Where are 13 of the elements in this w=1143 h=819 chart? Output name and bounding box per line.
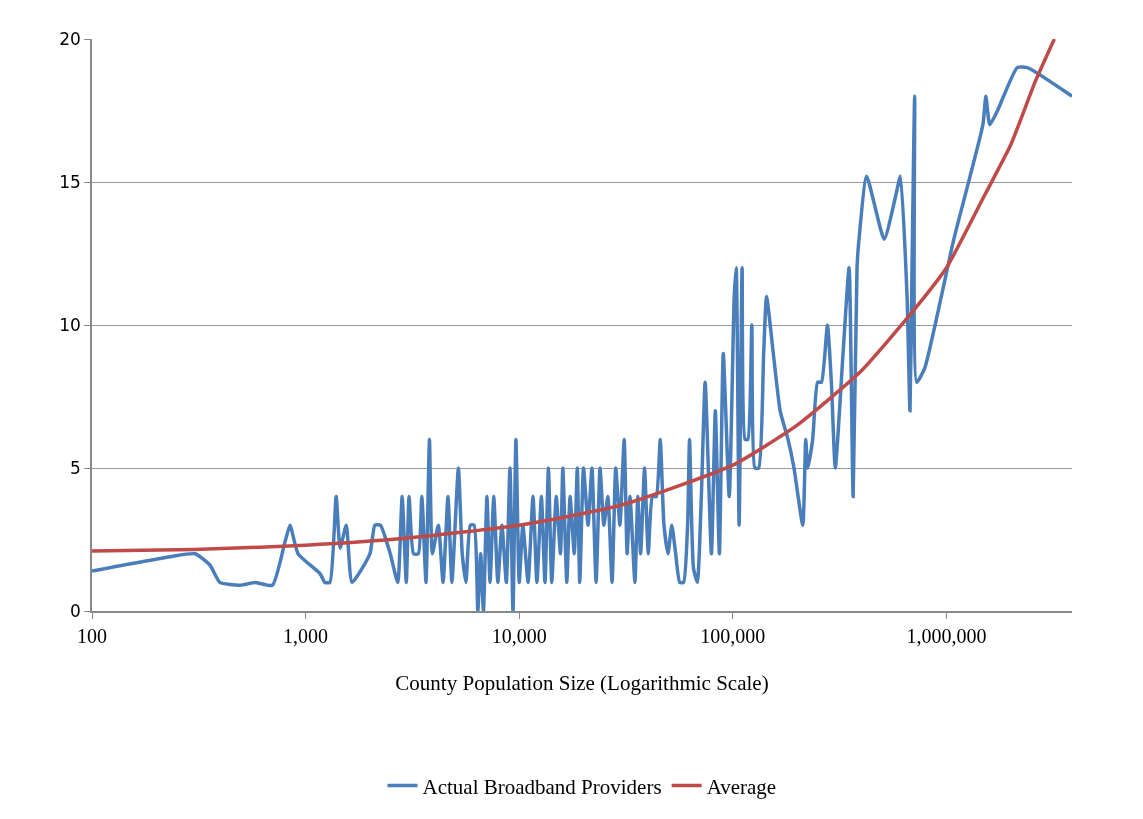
- x-axis-title: County Population Size (Logarithmic Scale): [395, 671, 769, 696]
- x-tick-label: 10,000: [491, 624, 547, 647]
- y-tick-label: 10: [59, 314, 81, 335]
- x-tick-label: 100: [77, 624, 107, 647]
- x-tick-label: 100,000: [700, 624, 766, 647]
- legend-label: Actual Broadband Providers: [422, 774, 662, 799]
- x-tick-label: 1,000: [283, 624, 329, 647]
- y-tick-label: 5: [70, 457, 81, 478]
- y-tick-label: 20: [59, 28, 81, 49]
- x-tick-label: 1,000,000: [906, 624, 987, 647]
- y-tick-label: 15: [59, 171, 81, 192]
- y-tick-label: 0: [70, 600, 81, 621]
- legend-label: Average: [706, 774, 777, 799]
